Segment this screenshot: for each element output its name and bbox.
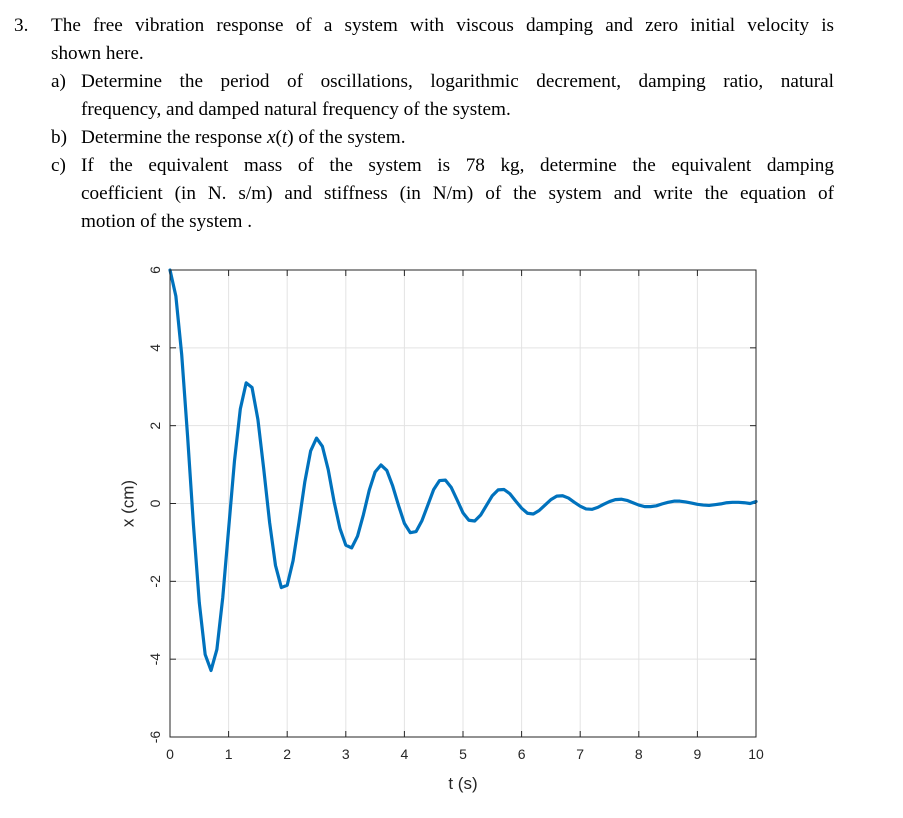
x-tick-label: 5 bbox=[459, 746, 467, 762]
problem-intro-text: The free vibration response of a system … bbox=[51, 15, 834, 36]
part-c-label: c) bbox=[51, 155, 66, 176]
x-tick-label: 3 bbox=[342, 746, 350, 762]
problem-intro-text-2: shown here. bbox=[51, 43, 144, 64]
part-b-text-after: of the system. bbox=[293, 127, 406, 148]
part-c-line3: motion of the system . bbox=[14, 208, 834, 236]
chart-ticks bbox=[169, 269, 757, 738]
problem-number: 3. bbox=[14, 15, 29, 36]
part-a-line2: frequency, and damped natural frequency … bbox=[14, 96, 834, 124]
part-b-text-before: Determine the response bbox=[81, 127, 267, 148]
y-tick-label: -6 bbox=[147, 731, 163, 744]
y-tick-label: -4 bbox=[147, 653, 163, 666]
y-tick-label: 0 bbox=[147, 499, 163, 507]
plot-frame bbox=[169, 269, 757, 738]
x-tick-label: 9 bbox=[694, 746, 702, 762]
part-c-text-3: motion of the system . bbox=[81, 211, 253, 232]
part-b-label: b) bbox=[51, 127, 67, 148]
part-a-label: a) bbox=[51, 71, 66, 92]
x-tick-label: 7 bbox=[576, 746, 584, 762]
x-tick-label: 4 bbox=[401, 746, 409, 762]
part-b-text: Determine the response x(t) of the syste… bbox=[81, 127, 406, 148]
y-tick-label: 4 bbox=[147, 344, 163, 352]
chart-tick-labels: 0 1 2 3 4 5 6 7 8 9 10 -6 -4 -2 0 2 4 6 bbox=[147, 266, 764, 762]
response-series-line bbox=[168, 268, 758, 673]
chart-grid bbox=[170, 270, 756, 737]
part-a-line1: a) Determine the period of oscillations,… bbox=[14, 68, 834, 96]
part-a-text-2: frequency, and damped natural frequency … bbox=[81, 99, 511, 120]
x-tick-label: 2 bbox=[283, 746, 291, 762]
x-tick-label: 1 bbox=[225, 746, 233, 762]
part-b-math-paren: (t) bbox=[275, 127, 294, 148]
problem-intro-line1: 3. The free vibration response of a syst… bbox=[14, 12, 834, 40]
x-tick-label: 6 bbox=[518, 746, 526, 762]
x-tick-label: 0 bbox=[166, 746, 174, 762]
y-tick-label: -2 bbox=[147, 575, 163, 588]
y-tick-label: 2 bbox=[147, 422, 163, 430]
x-tick-label: 10 bbox=[748, 746, 764, 762]
part-b-line1: b) Determine the response x(t) of the sy… bbox=[14, 124, 834, 152]
part-c-line1: c) If the equivalent mass of the system … bbox=[14, 152, 834, 180]
part-c-text-2: coefficient (in N. s/m) and stiffness (i… bbox=[81, 183, 834, 204]
y-tick-label: 6 bbox=[147, 266, 163, 274]
y-axis-label: x (cm) bbox=[119, 480, 138, 527]
chart-series-group bbox=[168, 268, 758, 673]
problem-statement: 3. The free vibration response of a syst… bbox=[14, 12, 834, 236]
part-c-line2: coefficient (in N. s/m) and stiffness (i… bbox=[14, 180, 834, 208]
problem-intro-line2: shown here. bbox=[14, 40, 834, 68]
part-a-text: Determine the period of oscillations, lo… bbox=[81, 71, 834, 92]
x-axis-label: t (s) bbox=[448, 774, 477, 793]
part-b-math-x: x bbox=[266, 127, 276, 148]
x-tick-label: 8 bbox=[635, 746, 643, 762]
part-c-text: If the equivalent mass of the system is … bbox=[81, 155, 834, 176]
